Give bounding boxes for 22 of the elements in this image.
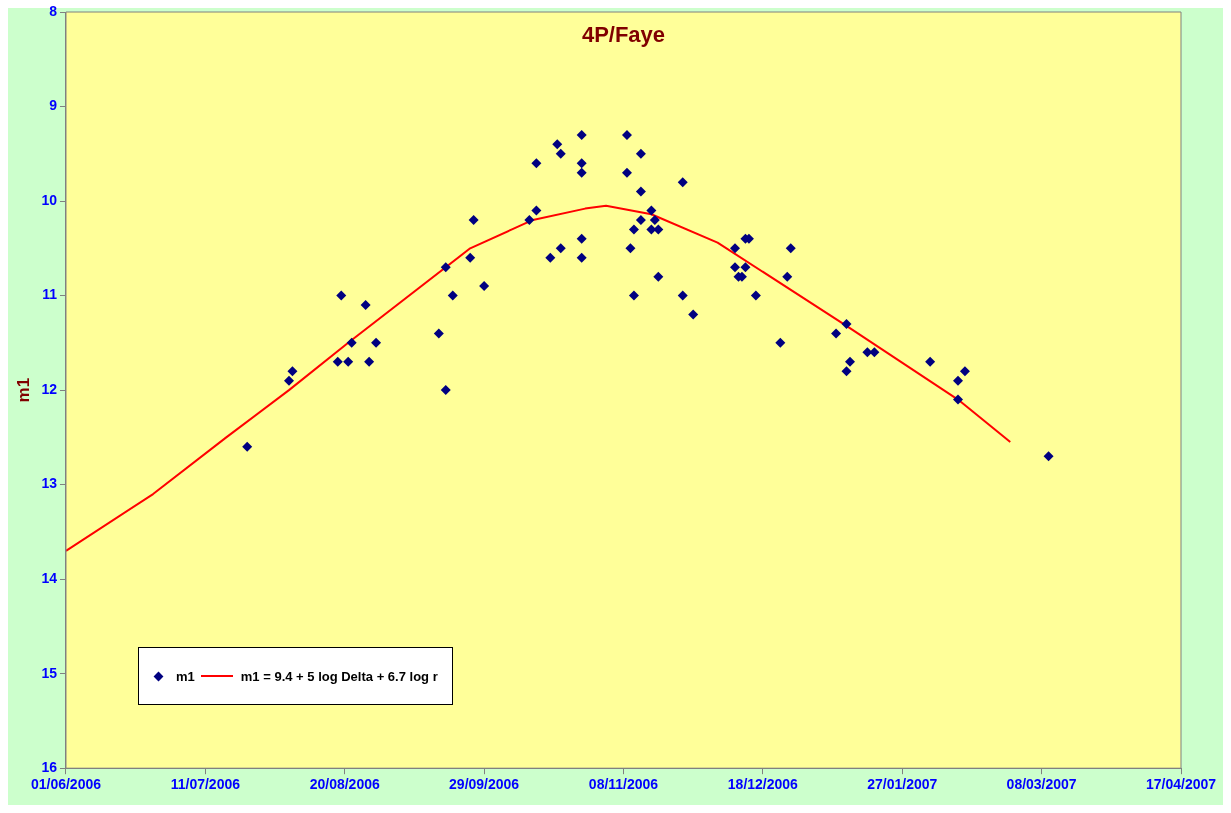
x-tick-label: 27/01/2007	[867, 776, 938, 793]
legend-label: m1	[176, 668, 195, 684]
legend-label: m1 = 9.4 + 5 log Delta + 6.7 log r	[240, 668, 438, 684]
y-tick-label: 14	[41, 570, 58, 587]
y-tick-label: 10	[41, 191, 58, 208]
x-tick-label: 08/03/2007	[1006, 776, 1077, 793]
y-tick-label: 15	[41, 664, 58, 681]
y-tick-label: 9	[49, 97, 58, 114]
y-tick-label: 11	[42, 286, 58, 303]
y-tick-label: 16	[41, 759, 58, 776]
y-tick-label: 8	[49, 2, 58, 19]
x-tick-label: 11/07/2006	[170, 776, 241, 793]
x-tick-label: 29/09/2006	[449, 776, 520, 793]
x-tick-label: 18/12/2006	[727, 776, 799, 793]
x-tick-label: 17/04/2007	[1145, 776, 1217, 793]
text: 4P/Faye	[581, 22, 666, 48]
x-tick-label: 08/11/2006	[588, 776, 659, 793]
x-tick-label: 20/08/2006	[309, 776, 380, 793]
y-axis-title: m1	[13, 377, 33, 403]
y-tick-label: 12	[41, 380, 58, 397]
y-tick-label: 13	[41, 475, 58, 492]
x-tick-label: 01/06/2006	[30, 776, 102, 793]
